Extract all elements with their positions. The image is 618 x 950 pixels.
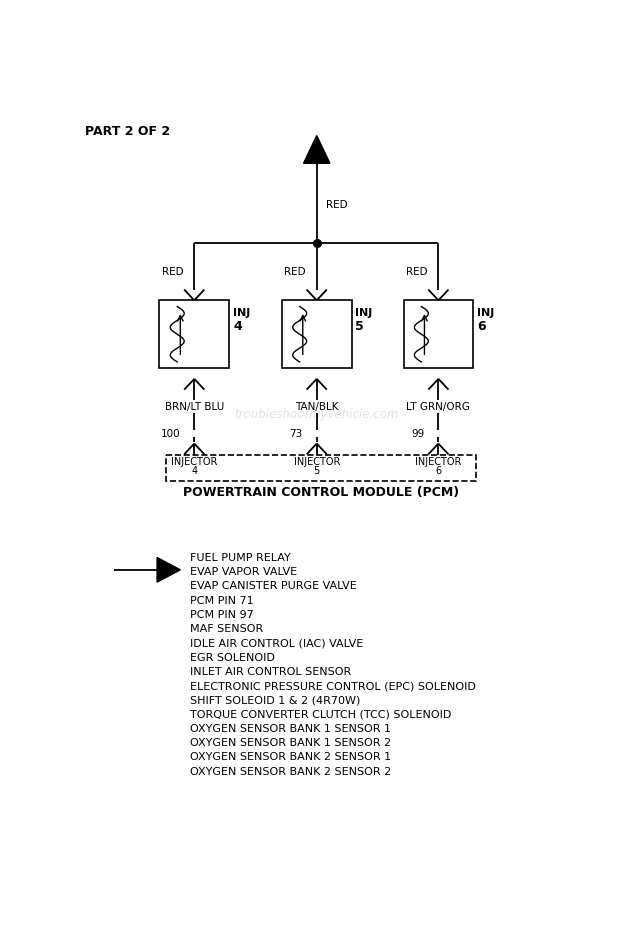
Text: troubleshootmyvehicle.com: troubleshootmyvehicle.com bbox=[234, 408, 399, 421]
Text: 73: 73 bbox=[289, 428, 303, 439]
Text: OXYGEN SENSOR BANK 2 SENSOR 1: OXYGEN SENSOR BANK 2 SENSOR 1 bbox=[190, 752, 391, 762]
Text: 5: 5 bbox=[313, 466, 320, 476]
Text: 100: 100 bbox=[161, 428, 180, 439]
Text: OXYGEN SENSOR BANK 2 SENSOR 2: OXYGEN SENSOR BANK 2 SENSOR 2 bbox=[190, 767, 391, 776]
Bar bbox=[159, 300, 229, 368]
Text: 4: 4 bbox=[233, 320, 242, 333]
Text: TAN/BLK: TAN/BLK bbox=[295, 402, 339, 411]
Text: RED: RED bbox=[406, 267, 428, 276]
Text: INJECTOR: INJECTOR bbox=[171, 457, 218, 467]
Text: 99: 99 bbox=[411, 428, 425, 439]
Text: LT GRN/ORG: LT GRN/ORG bbox=[407, 402, 470, 411]
Bar bbox=[282, 300, 352, 368]
Text: INJECTOR: INJECTOR bbox=[294, 457, 340, 467]
Text: PCM PIN 97: PCM PIN 97 bbox=[190, 610, 253, 620]
Text: INLET AIR CONTROL SENSOR: INLET AIR CONTROL SENSOR bbox=[190, 667, 351, 676]
Text: BRN/LT BLU: BRN/LT BLU bbox=[164, 402, 224, 411]
Polygon shape bbox=[303, 136, 330, 163]
Text: IDLE AIR CONTROL (IAC) VALVE: IDLE AIR CONTROL (IAC) VALVE bbox=[190, 638, 363, 648]
Text: 6: 6 bbox=[435, 466, 441, 476]
Text: EVAP VAPOR VALVE: EVAP VAPOR VALVE bbox=[190, 567, 297, 578]
Text: SHIFT SOLEOID 1 & 2 (4R70W): SHIFT SOLEOID 1 & 2 (4R70W) bbox=[190, 695, 360, 705]
Text: 4: 4 bbox=[191, 466, 197, 476]
Text: MAF SENSOR: MAF SENSOR bbox=[190, 624, 263, 635]
Text: OXYGEN SENSOR BANK 1 SENSOR 1: OXYGEN SENSOR BANK 1 SENSOR 1 bbox=[190, 724, 391, 733]
Text: 6: 6 bbox=[477, 320, 486, 333]
Text: INJ: INJ bbox=[477, 308, 494, 318]
Text: PART 2 OF 2: PART 2 OF 2 bbox=[85, 124, 170, 138]
Bar bbox=[166, 455, 476, 481]
Text: RED: RED bbox=[326, 200, 348, 210]
Text: RED: RED bbox=[162, 267, 184, 276]
Text: POWERTRAIN CONTROL MODULE (PCM): POWERTRAIN CONTROL MODULE (PCM) bbox=[184, 486, 459, 500]
Text: B: B bbox=[311, 142, 322, 157]
Text: RED: RED bbox=[284, 267, 306, 276]
Text: INJ: INJ bbox=[355, 308, 373, 318]
Text: 5: 5 bbox=[355, 320, 364, 333]
Text: PCM PIN 71: PCM PIN 71 bbox=[190, 596, 253, 606]
Text: ELECTRONIC PRESSURE CONTROL (EPC) SOLENOID: ELECTRONIC PRESSURE CONTROL (EPC) SOLENO… bbox=[190, 681, 475, 691]
Polygon shape bbox=[157, 558, 180, 582]
Text: EGR SOLENOID: EGR SOLENOID bbox=[190, 653, 274, 662]
Text: INJECTOR: INJECTOR bbox=[415, 457, 462, 467]
Text: FUEL PUMP RELAY: FUEL PUMP RELAY bbox=[190, 553, 290, 563]
Text: A: A bbox=[161, 563, 171, 577]
Text: EVAP CANISTER PURGE VALVE: EVAP CANISTER PURGE VALVE bbox=[190, 581, 357, 592]
Bar bbox=[404, 300, 473, 368]
Text: INJ: INJ bbox=[233, 308, 250, 318]
Text: TORQUE CONVERTER CLUTCH (TCC) SOLENOID: TORQUE CONVERTER CLUTCH (TCC) SOLENOID bbox=[190, 710, 451, 719]
Text: OXYGEN SENSOR BANK 1 SENSOR 2: OXYGEN SENSOR BANK 1 SENSOR 2 bbox=[190, 738, 391, 748]
